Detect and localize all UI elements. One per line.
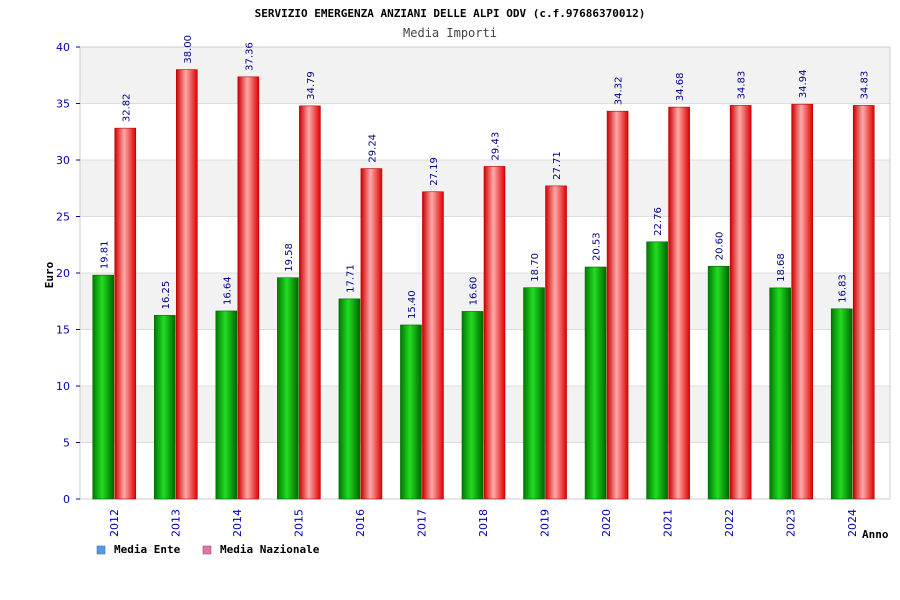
bar-media-ente	[277, 277, 299, 500]
data-label-media-ente: 16.64	[222, 276, 233, 305]
data-label-media-nazionale: 34.68	[675, 72, 686, 101]
data-label-media-nazionale: 29.24	[367, 134, 378, 163]
data-label-media-ente: 17.71	[345, 264, 356, 293]
data-label-media-nazionale: 34.79	[306, 71, 317, 100]
data-label-media-nazionale: 29.43	[491, 132, 502, 161]
bar-media-nazionale	[422, 191, 444, 500]
data-label-media-ente: 16.25	[161, 281, 172, 310]
bar-media-ente	[523, 287, 545, 500]
bar-media-ente	[461, 311, 484, 500]
y-tick-label: 30	[56, 154, 70, 167]
bar-media-nazionale	[483, 166, 506, 500]
chart-title: SERVIZIO EMERGENZA ANZIANI DELLE ALPI OD…	[255, 7, 646, 20]
bar-media-nazionale	[545, 185, 567, 500]
data-label-media-nazionale: 37.36	[244, 42, 255, 71]
x-tick-label: 2018	[477, 509, 490, 537]
x-tick-label: 2019	[539, 509, 552, 537]
y-tick-label: 0	[63, 493, 70, 506]
x-tick-label: 2022	[723, 509, 736, 537]
y-tick-label: 35	[56, 98, 70, 111]
bar-media-nazionale	[606, 110, 629, 500]
bar-media-ente	[92, 274, 115, 500]
data-label-media-nazionale: 27.19	[429, 157, 440, 186]
x-tick-label: 2013	[169, 509, 182, 537]
bar-media-nazionale	[237, 76, 260, 500]
data-label-media-nazionale: 34.32	[614, 77, 625, 106]
x-tick-label: 2017	[415, 509, 428, 537]
data-label-media-nazionale: 38.00	[183, 35, 194, 64]
data-label-media-nazionale: 34.83	[737, 71, 748, 100]
x-tick-label: 2023	[785, 509, 798, 537]
x-tick-label: 2020	[600, 509, 613, 537]
legend-swatch-media-nazionale	[202, 545, 212, 555]
data-label-media-ente: 16.60	[469, 277, 480, 306]
x-axis: 2012 2013 2014 2015 2016 2017 2018 2019 2020 2021…	[108, 509, 859, 537]
legend: Media Ente Media Nazionale	[96, 543, 320, 556]
bar-media-nazionale	[360, 168, 383, 500]
data-label-media-nazionale: 34.83	[860, 71, 871, 100]
data-label-media-ente: 18.68	[776, 253, 787, 282]
x-tick-label: 2015	[292, 509, 305, 537]
legend-label-media-nazionale: Media Nazionale	[220, 543, 320, 556]
bar-media-ente	[830, 308, 853, 500]
chart-subtitle: Media Importi	[403, 26, 497, 40]
x-tick-label: 2012	[108, 509, 121, 537]
bar-media-ente	[769, 287, 791, 500]
bar-media-ente	[584, 266, 607, 500]
bar-media-nazionale	[114, 127, 137, 500]
bars: 19.81 32.82 16.25 38.00 16.64 37.36 19.58 34.79…	[92, 35, 875, 500]
data-label-media-ente: 19.81	[99, 241, 110, 270]
bar-media-ente	[215, 310, 238, 500]
bar-media-ente	[338, 298, 361, 500]
y-tick-label: 10	[56, 380, 70, 393]
y-axis-label: Euro	[43, 261, 56, 288]
bar-media-ente	[400, 324, 422, 500]
data-label-media-nazionale: 32.82	[121, 93, 132, 122]
grid-band	[80, 103, 890, 160]
legend-swatch-media-ente	[96, 545, 106, 555]
bar-media-nazionale	[791, 103, 813, 500]
bar-media-nazionale	[852, 105, 875, 500]
bar-media-ente	[707, 265, 730, 500]
x-axis-label: Anno	[862, 528, 889, 541]
bar-media-nazionale	[299, 105, 321, 500]
data-label-media-ente: 22.76	[653, 207, 664, 236]
x-tick-label: 2014	[231, 509, 244, 537]
bar-media-ente	[154, 315, 176, 500]
y-tick-label: 40	[56, 41, 70, 54]
data-label-media-ente: 15.40	[407, 290, 418, 319]
bar-media-nazionale	[668, 106, 690, 500]
y-tick-label: 25	[56, 211, 70, 224]
data-label-media-nazionale: 27.71	[552, 151, 563, 180]
bar-media-nazionale	[176, 69, 198, 500]
data-label-media-ente: 20.60	[715, 232, 726, 261]
y-axis: 0 5 10 15 20 25 30 35 40	[56, 41, 80, 506]
data-label-media-ente: 18.70	[530, 253, 541, 282]
x-tick-label: 2016	[354, 509, 367, 537]
x-tick-label: 2024	[846, 509, 859, 537]
data-label-media-ente: 16.83	[838, 274, 849, 303]
data-label-media-nazionale: 34.94	[798, 70, 809, 99]
grid-band	[80, 47, 890, 104]
data-label-media-ente: 20.53	[592, 232, 603, 261]
y-tick-label: 15	[56, 324, 70, 337]
legend-label-media-ente: Media Ente	[114, 543, 181, 556]
y-tick-label: 5	[63, 437, 70, 450]
y-tick-label: 20	[56, 267, 70, 280]
bar-media-nazionale	[729, 105, 752, 500]
bar-media-ente	[646, 241, 668, 500]
x-tick-label: 2021	[662, 509, 675, 537]
data-label-media-ente: 19.58	[284, 243, 295, 272]
